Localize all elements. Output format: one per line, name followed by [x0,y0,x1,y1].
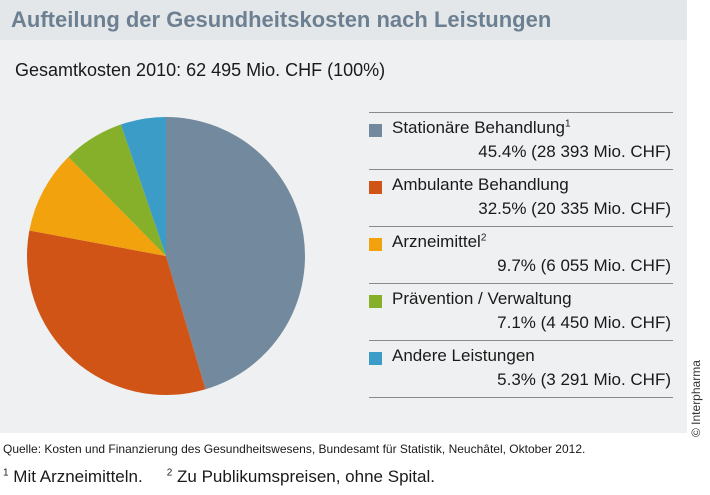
legend-swatch [369,181,382,194]
chart-panel: Aufteilung der Gesundheitskosten nach Le… [0,0,687,433]
pie-slice-2 [27,230,206,395]
copyright-notice: © Interpharma [689,360,703,437]
chart-subtitle: Gesamtkosten 2010: 62 495 Mio. CHF (100%… [15,60,386,80]
footnote-1: 1 Mit Arzneimitteln. [3,467,143,486]
pie-slice-4 [68,124,166,256]
legend-swatch [369,295,382,308]
pie-slice-5 [120,117,166,256]
legend-item: Arzneimittel2 9.7% (6 055 Mio. CHF) [369,226,673,283]
legend-swatch [369,124,382,137]
legend-label: Prävention / Verwaltung [392,289,572,308]
legend-value: 7.1% (4 450 Mio. CHF) [497,313,671,332]
legend-label: Ambulante Behandlung [392,175,569,194]
legend-swatch [369,238,382,251]
pie-slice-1 [166,117,305,390]
legend-value: 32.5% (20 335 Mio. CHF) [478,199,671,218]
legend-value: 5.3% (3 291 Mio. CHF) [497,370,671,389]
legend-label: Andere Leistungen [392,346,535,365]
title-bar: Aufteilung der Gesundheitskosten nach Le… [0,0,687,40]
legend-item: Prävention / Verwaltung 7.1% (4 450 Mio.… [369,283,673,340]
legend-value: 9.7% (6 055 Mio. CHF) [497,256,671,275]
pie-slice-3 [29,156,166,256]
chart-title: Aufteilung der Gesundheitskosten nach Le… [11,7,552,32]
legend-label: Arzneimittel2 [392,232,487,251]
legend: Stationäre Behandlung1 45.4% (28 393 Mio… [369,112,673,398]
legend-item: Andere Leistungen 5.3% (3 291 Mio. CHF) [369,340,673,398]
footnotes: 1 Mit Arzneimitteln. 2 Zu Publikumspreise… [3,467,435,487]
footnote-2: 2 Zu Publikumspreisen, ohne Spital. [166,467,435,486]
legend-label: Stationäre Behandlung1 [392,118,571,137]
pie-chart [27,117,305,395]
source-note: Quelle: Kosten und Finanzierung des Gesu… [3,442,586,456]
legend-item: Stationäre Behandlung1 45.4% (28 393 Mio… [369,112,673,169]
legend-item: Ambulante Behandlung 32.5% (20 335 Mio. … [369,169,673,226]
legend-swatch [369,352,382,365]
legend-value: 45.4% (28 393 Mio. CHF) [478,142,671,161]
